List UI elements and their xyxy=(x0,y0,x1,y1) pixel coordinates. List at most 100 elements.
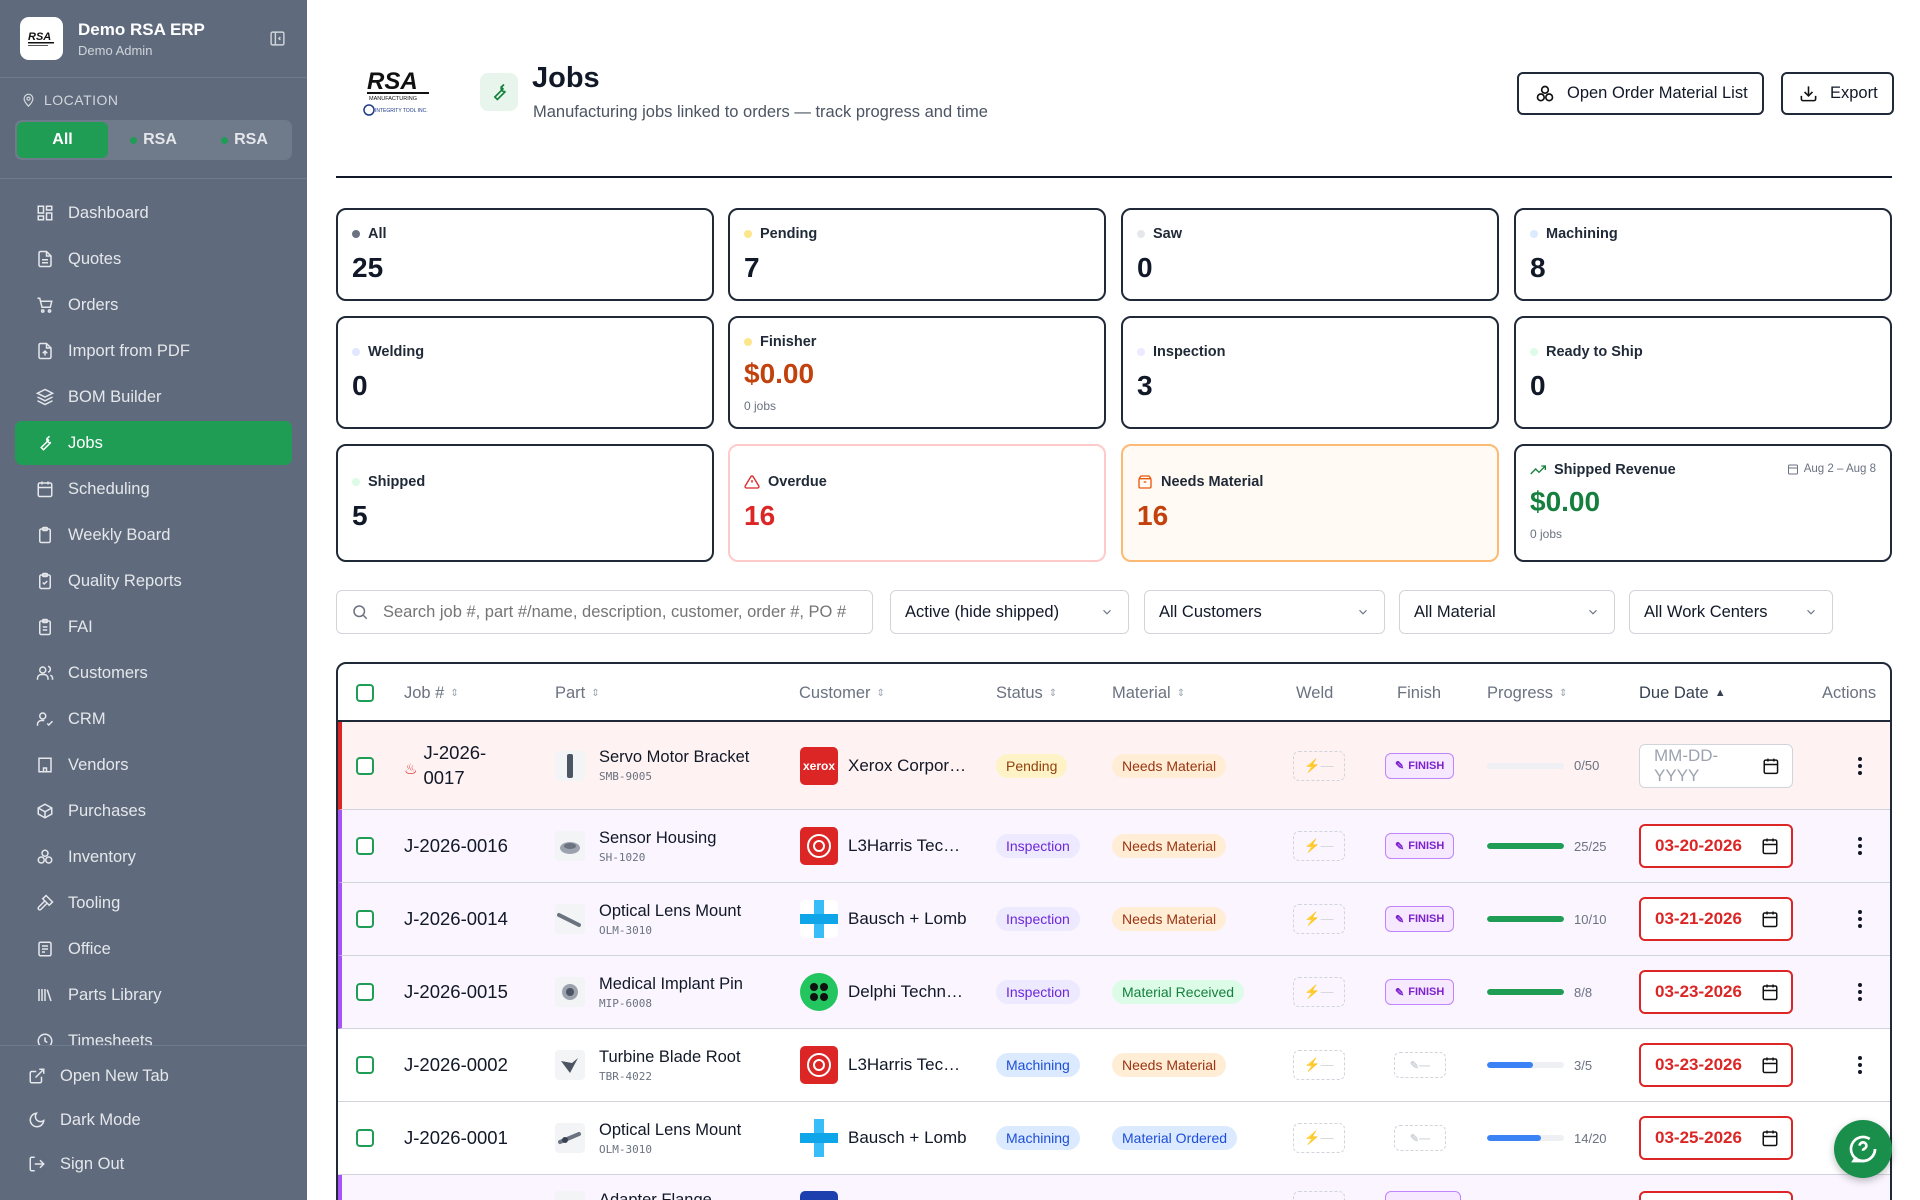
sidebar-item-quality-reports[interactable]: Quality Reports xyxy=(15,559,292,603)
table-row[interactable]: J-2026-0015 Medical Implant Pin MIP-6008 … xyxy=(338,956,1890,1029)
weld-toggle[interactable]: ⚡— xyxy=(1293,831,1345,861)
stat-card-machining[interactable]: Machining 8 xyxy=(1514,208,1892,301)
row-checkbox[interactable] xyxy=(356,837,374,855)
stat-card-shipped-revenue[interactable]: Shipped Revenue Aug 2 – Aug 8 $0.00 0 jo… xyxy=(1514,444,1892,562)
stat-card-needs-material[interactable]: Needs Material 16 xyxy=(1121,444,1499,562)
location-option-rsa-1[interactable]: RSA xyxy=(108,122,199,158)
due-date-input[interactable]: MM-DD-YYYY xyxy=(1639,743,1793,788)
column-status[interactable]: Status ⇕ xyxy=(996,683,1058,702)
dark-mode-toggle[interactable]: Dark Mode xyxy=(8,1098,299,1142)
table-row[interactable]: J-2026-0014 Optical Lens Mount OLM-3010 B… xyxy=(338,883,1890,956)
row-actions-menu-icon[interactable] xyxy=(1850,837,1870,855)
finish-toggle[interactable]: ✎— xyxy=(1394,1052,1446,1078)
location-option-rsa-2[interactable]: RSA xyxy=(199,122,290,158)
weld-toggle[interactable]: ⚡— xyxy=(1293,977,1345,1007)
weld-toggle[interactable]: ⚡— xyxy=(1293,904,1345,934)
column-customer[interactable]: Customer ⇕ xyxy=(799,683,885,702)
due-date-input[interactable] xyxy=(1639,1191,1793,1200)
finish-badge[interactable]: ✎ FINISH xyxy=(1385,906,1455,932)
table-row[interactable]: ♨ J-2026- 0017 Servo Motor Bracket SMB-900… xyxy=(338,722,1890,810)
finish-badge[interactable]: ✎ FINISH xyxy=(1385,833,1455,859)
row-checkbox[interactable] xyxy=(356,1056,374,1074)
job-number[interactable]: J-2026-0014 xyxy=(404,908,508,929)
select-all-checkbox[interactable] xyxy=(356,684,374,702)
sidebar-item-quotes[interactable]: Quotes xyxy=(15,237,292,281)
row-actions-menu-icon[interactable] xyxy=(1850,1056,1870,1074)
row-checkbox[interactable] xyxy=(356,1129,374,1147)
table-row[interactable]: J-2026-0016 Sensor Housing SH-1020 L3Harr… xyxy=(338,810,1890,883)
job-number[interactable]: J-2026- 0017 xyxy=(423,742,487,788)
search-input[interactable] xyxy=(383,602,863,622)
due-date-input[interactable]: 03-21-2026 xyxy=(1639,897,1793,941)
row-checkbox[interactable] xyxy=(356,910,374,928)
weld-toggle[interactable]: ⚡— xyxy=(1293,1123,1345,1153)
stat-card-finisher[interactable]: Finisher $0.00 0 jobs xyxy=(728,316,1106,429)
due-date-input[interactable]: 03-23-2026 xyxy=(1639,970,1793,1014)
sidebar-item-tooling[interactable]: Tooling xyxy=(15,881,292,925)
collapse-sidebar-icon[interactable] xyxy=(267,29,287,49)
job-number[interactable]: J-2026-0016 xyxy=(404,835,508,856)
finish-toggle[interactable]: ✎— xyxy=(1394,1125,1446,1151)
sidebar-item-parts-library[interactable]: Parts Library xyxy=(15,973,292,1017)
export-button[interactable]: Export xyxy=(1781,72,1894,115)
due-date-input[interactable]: 03-25-2026 xyxy=(1639,1116,1793,1160)
sidebar-item-jobs[interactable]: Jobs xyxy=(15,421,292,465)
sidebar-item-import-pdf[interactable]: Import from PDF xyxy=(15,329,292,373)
sidebar-item-vendors[interactable]: Vendors xyxy=(15,743,292,787)
row-actions-menu-icon[interactable] xyxy=(1850,983,1870,1001)
sidebar-item-office[interactable]: Office xyxy=(15,927,292,971)
row-actions-menu-icon[interactable] xyxy=(1850,756,1870,775)
column-due-date[interactable]: Due Date ▲ xyxy=(1639,683,1726,702)
stat-card-saw[interactable]: Saw 0 xyxy=(1121,208,1499,301)
row-checkbox[interactable] xyxy=(356,983,374,1001)
sign-out-button[interactable]: Sign Out xyxy=(8,1142,299,1186)
revenue-date-range[interactable]: Aug 2 – Aug 8 xyxy=(1787,463,1876,475)
table-row[interactable]: J-2026-0001 Optical Lens Mount OLM-3010 B… xyxy=(338,1102,1890,1175)
location-option-all[interactable]: All xyxy=(17,122,108,158)
stat-card-welding[interactable]: Welding 0 xyxy=(336,316,714,429)
job-number[interactable]: J-2026-0015 xyxy=(404,981,508,1002)
finish-badge[interactable] xyxy=(1385,1191,1461,1200)
weld-toggle[interactable] xyxy=(1293,1191,1345,1200)
row-actions-menu-icon[interactable] xyxy=(1850,910,1870,928)
weld-toggle[interactable]: ⚡— xyxy=(1293,750,1345,781)
customer-filter-select[interactable]: All Customers xyxy=(1144,590,1385,634)
status-filter-select[interactable]: Active (hide shipped) xyxy=(890,590,1129,634)
row-checkbox[interactable] xyxy=(356,756,374,775)
help-chat-button[interactable] xyxy=(1834,1120,1892,1178)
table-row[interactable]: Adapter Flange xyxy=(338,1175,1890,1200)
due-date-input[interactable]: 03-23-2026 xyxy=(1639,1043,1793,1087)
sidebar-item-weekly-board[interactable]: Weekly Board xyxy=(15,513,292,557)
material-filter-select[interactable]: All Material xyxy=(1399,590,1615,634)
sidebar-item-scheduling[interactable]: Scheduling xyxy=(15,467,292,511)
sidebar-item-bom-builder[interactable]: BOM Builder xyxy=(15,375,292,419)
finish-badge[interactable]: ✎ FINISH xyxy=(1385,752,1455,779)
stat-card-inspection[interactable]: Inspection 3 xyxy=(1121,316,1499,429)
column-job[interactable]: Job # ⇕ xyxy=(404,683,459,702)
sidebar-item-crm[interactable]: CRM xyxy=(15,697,292,741)
open-order-material-list-button[interactable]: Open Order Material List xyxy=(1517,72,1764,115)
job-number[interactable]: J-2026-0001 xyxy=(404,1127,508,1148)
sidebar-item-fai[interactable]: FAI xyxy=(15,605,292,649)
sidebar-item-orders[interactable]: Orders xyxy=(15,283,292,327)
stat-card-pending[interactable]: Pending 7 xyxy=(728,208,1106,301)
column-progress[interactable]: Progress ⇕ xyxy=(1487,683,1568,702)
weld-toggle[interactable]: ⚡— xyxy=(1293,1050,1345,1080)
part-name: Servo Motor Bracket xyxy=(599,748,750,766)
table-row[interactable]: J-2026-0002 Turbine Blade Root TBR-4022 L… xyxy=(338,1029,1890,1102)
stat-card-ready-to-ship[interactable]: Ready to Ship 0 xyxy=(1514,316,1892,429)
column-material[interactable]: Material ⇕ xyxy=(1112,683,1186,702)
sidebar-item-inventory[interactable]: Inventory xyxy=(15,835,292,879)
job-number[interactable]: J-2026-0002 xyxy=(404,1054,508,1075)
due-date-input[interactable]: 03-20-2026 xyxy=(1639,824,1793,868)
sidebar-item-customers[interactable]: Customers xyxy=(15,651,292,695)
sidebar-item-purchases[interactable]: Purchases xyxy=(15,789,292,833)
finish-badge[interactable]: ✎ FINISH xyxy=(1385,979,1455,1005)
work-center-filter-select[interactable]: All Work Centers xyxy=(1629,590,1833,634)
sidebar-item-dashboard[interactable]: Dashboard xyxy=(15,191,292,235)
open-new-tab-button[interactable]: Open New Tab xyxy=(8,1054,299,1098)
stat-card-shipped[interactable]: Shipped 5 xyxy=(336,444,714,562)
stat-card-overdue[interactable]: Overdue 16 xyxy=(728,444,1106,562)
stat-card-all[interactable]: All 25 xyxy=(336,208,714,301)
column-part[interactable]: Part ⇕ xyxy=(555,683,600,702)
